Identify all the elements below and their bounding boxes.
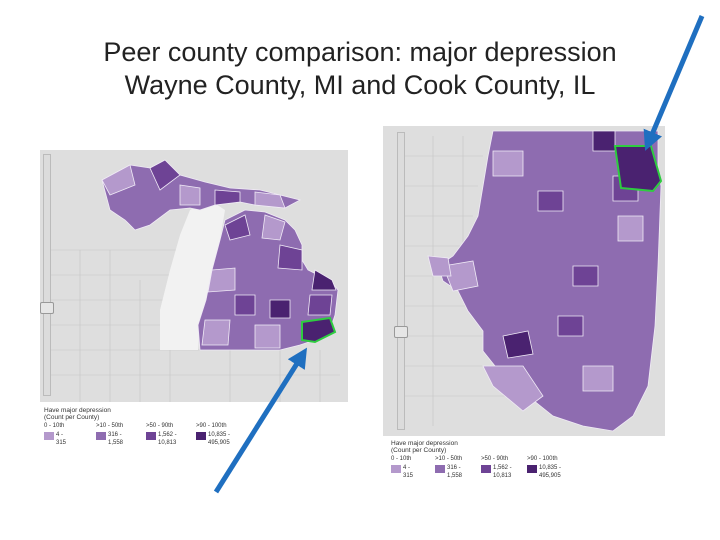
- legend-min: 10,835 -: [208, 432, 231, 438]
- illinois-counties: [427, 130, 662, 432]
- legend-range: >10 - 50th: [96, 423, 124, 429]
- michigan-zoom-thumb[interactable]: [40, 302, 54, 314]
- legend-min: 1,562 -: [158, 432, 177, 438]
- legend-range: >90 - 100th: [527, 456, 558, 462]
- legend-min: 1,562 -: [493, 465, 512, 471]
- illinois-map[interactable]: [383, 126, 665, 436]
- legend-bin-2: >10 - 50th 316 - 1,558: [96, 423, 124, 446]
- arrow-to-cook-county: [643, 15, 705, 151]
- legend-min: 316 -: [447, 465, 461, 471]
- legend-range: >50 - 90th: [481, 456, 509, 462]
- legend-bin-2: >10 - 50th 316 - 1,558: [435, 456, 463, 479]
- legend-swatch: [146, 432, 156, 440]
- legend-range: >10 - 50th: [435, 456, 463, 462]
- legend-max: 315: [56, 440, 67, 446]
- legend-range: 0 - 10th: [44, 423, 65, 429]
- upper-peninsula-counties: [101, 159, 302, 231]
- legend-range: >90 - 100th: [196, 423, 227, 429]
- illinois-legend: Have major depression (Count per County)…: [391, 440, 661, 486]
- legend-max: 315: [403, 473, 414, 479]
- legend-swatch: [391, 465, 401, 473]
- michigan-legend: Have major depression (Count per County)…: [44, 407, 314, 453]
- legend-bin-1: 0 - 10th 4 - 315: [44, 423, 66, 446]
- legend-max: 495,905: [208, 440, 230, 446]
- legend-range: 0 - 10th: [391, 456, 412, 462]
- legend-max: 1,558: [108, 440, 124, 446]
- slide-title: Peer county comparison: major depression…: [0, 36, 720, 102]
- lower-peninsula-counties: [197, 209, 339, 351]
- legend-max: 1,558: [447, 473, 463, 479]
- legend-swatch: [196, 432, 206, 440]
- title-line-2: Wayne County, MI and Cook County, IL: [124, 70, 596, 100]
- legend-range: >50 - 90th: [146, 423, 174, 429]
- arrow-to-wayne-county: [213, 347, 307, 494]
- legend-swatch: [435, 465, 445, 473]
- legend-bin-4: >90 - 100th 10,835 - 495,905: [196, 423, 230, 446]
- legend-subtitle: (Count per County): [44, 414, 100, 421]
- legend-title: Have major depression: [44, 407, 111, 414]
- legend-bin-3: >50 - 90th 1,562 - 10,813: [146, 423, 177, 446]
- illinois-map-canvas[interactable]: [383, 126, 665, 436]
- illinois-zoom-thumb[interactable]: [394, 326, 408, 338]
- legend-swatch: [96, 432, 106, 440]
- legend-swatch: [527, 465, 537, 473]
- michigan-zoom-slider[interactable]: [43, 154, 51, 396]
- title-line-1: Peer county comparison: major depression: [103, 37, 617, 67]
- lake-michigan: [160, 200, 225, 350]
- surrounding-county-lines: [50, 249, 340, 402]
- legend-swatch: [481, 465, 491, 473]
- legend-title: Have major depression: [391, 440, 458, 447]
- legend-min: 4 -: [403, 465, 411, 471]
- legend-min: 4 -: [56, 432, 64, 438]
- legend-min: 10,835 -: [539, 465, 562, 471]
- legend-max: 10,813: [493, 473, 512, 479]
- legend-bin-1: 0 - 10th 4 - 315: [391, 456, 413, 479]
- wayne-county-highlight[interactable]: [301, 316, 337, 344]
- legend-bin-4: >90 - 100th 10,835 - 495,905: [527, 456, 561, 479]
- illinois-zoom-slider[interactable]: [397, 132, 405, 430]
- legend-swatch: [44, 432, 54, 440]
- legend-subtitle: (Count per County): [391, 447, 447, 454]
- legend-min: 316 -: [108, 432, 122, 438]
- legend-max: 10,813: [158, 440, 177, 446]
- legend-max: 495,905: [539, 473, 561, 479]
- legend-bin-3: >50 - 90th 1,562 - 10,813: [481, 456, 512, 479]
